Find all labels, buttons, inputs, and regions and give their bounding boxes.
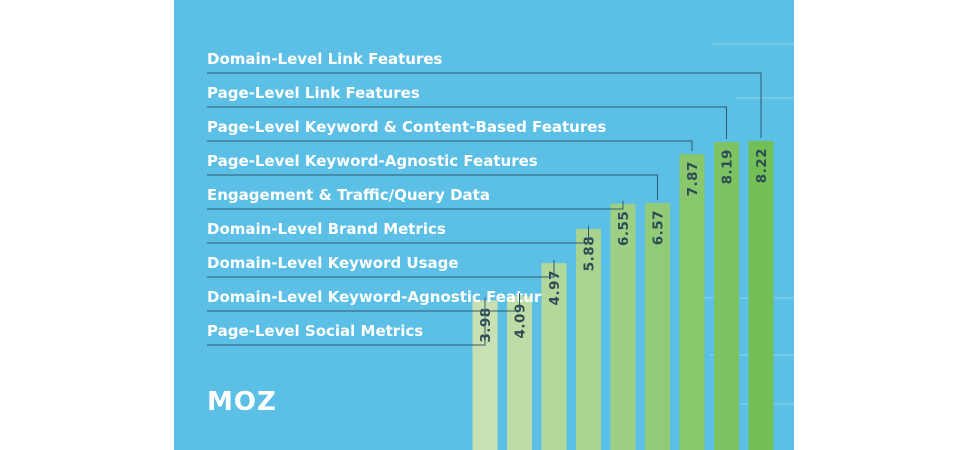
bar <box>645 202 670 450</box>
bar <box>576 228 601 450</box>
leader-line <box>207 106 727 140</box>
leader-line <box>207 297 486 346</box>
leader-line <box>207 200 624 210</box>
category-label: Domain-Level Keyword Usage <box>207 254 459 272</box>
leader-line <box>207 225 589 244</box>
value-label: 7.87 <box>685 161 701 196</box>
bar <box>610 203 636 450</box>
bar <box>714 142 739 450</box>
moz-logo: MOZ <box>207 387 277 417</box>
category-label: Page-Level Social Metrics <box>207 322 423 340</box>
category-label: Engagement & Traffic/Query Data <box>207 186 490 204</box>
bar <box>748 140 774 450</box>
category-label: Page-Level Link Features <box>207 84 420 102</box>
value-label: 4.09 <box>513 303 529 338</box>
bar <box>541 263 567 450</box>
category-label: Page-Level Keyword & Content-Based Featu… <box>207 118 606 136</box>
value-label: 3.98 <box>478 307 494 342</box>
value-label: 8.22 <box>754 148 770 183</box>
leader-line <box>207 72 762 138</box>
value-label: 5.88 <box>582 236 598 271</box>
value-label: 6.57 <box>651 210 667 245</box>
leader-line <box>207 260 555 278</box>
value-label: 8.19 <box>720 149 736 184</box>
leader-line <box>207 140 693 152</box>
leader-line <box>207 293 520 312</box>
leader-line <box>207 174 658 200</box>
value-label: 4.97 <box>547 270 563 305</box>
category-label: Page-Level Keyword-Agnostic Features <box>207 152 538 170</box>
bar <box>507 296 532 450</box>
value-label: 6.55 <box>616 211 632 246</box>
category-label: Domain-Level Link Features <box>207 50 443 68</box>
bar <box>679 154 705 450</box>
category-label: Domain-Level Brand Metrics <box>207 220 446 238</box>
category-label: Domain-Level Keyword-Agnostic Features <box>207 288 560 306</box>
